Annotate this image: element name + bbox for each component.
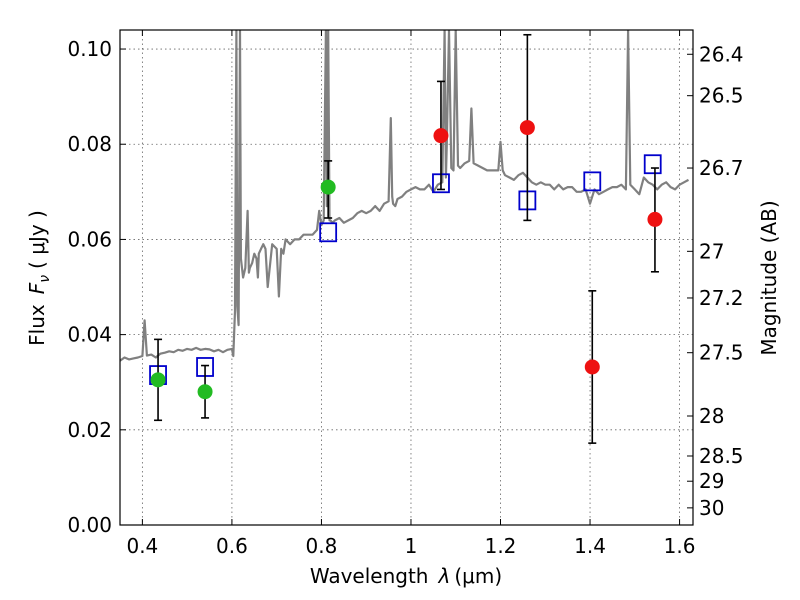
y2-axis-ticks: 26.4 26.5 26.7 27 27.2 27.5 28 28.529 30	[687, 42, 744, 520]
y-axis-label: FluxFν( μJy )	[25, 210, 53, 346]
x-tick-label: 1	[405, 534, 418, 558]
x-tick-label: 0.8	[306, 534, 338, 558]
y-tick-label: 0.00	[67, 513, 112, 537]
square-marker	[583, 171, 602, 192]
y2-tick-label: 29	[699, 469, 724, 493]
x-tick-label: 1.4	[574, 534, 606, 558]
y2-tick-label: 26.5	[699, 84, 744, 108]
x-axis-label: Wavelength λ (μm)	[310, 564, 502, 588]
grid	[120, 30, 693, 526]
y2-tick-label: 26.7	[699, 156, 744, 180]
x-tick-label: 0.6	[216, 534, 248, 558]
y-tick-label: 0.08	[67, 132, 112, 156]
plot-frame	[119, 29, 694, 526]
y2-tick-label: 28.5	[699, 444, 744, 468]
y-axis-ticks: 0.00 0.02 0.04 0.06 0.08 0.10	[67, 37, 126, 537]
y2-tick-label: 27	[699, 239, 724, 263]
points-layer	[149, 33, 663, 444]
y2-tick-label: 28	[699, 404, 724, 428]
y2-tick-label: 27.5	[699, 341, 744, 365]
y2-tick-label: 26.4	[699, 42, 744, 66]
y-tick-label: 0.04	[67, 323, 112, 347]
circle-marker	[320, 179, 336, 195]
circle-marker	[584, 359, 600, 375]
circle-marker	[197, 384, 213, 400]
y2-tick-label: 27.2	[699, 286, 744, 310]
model-spectrum-line	[120, 30, 690, 362]
x-tick-label: 0.4	[126, 534, 158, 558]
y2-tick-label: 30	[699, 496, 724, 520]
y-tick-label: 0.10	[67, 37, 112, 61]
x-tick-label: 1.2	[485, 534, 517, 558]
x-tick-label: 1.6	[664, 534, 696, 558]
detections-green-series	[150, 160, 336, 422]
detections-red-series	[433, 33, 663, 444]
circle-marker	[150, 372, 166, 388]
square-marker	[319, 222, 338, 243]
circle-marker	[519, 120, 535, 136]
y-tick-label: 0.02	[67, 418, 112, 442]
x-axis-ticks: 0.4 0.6 0.8 1 1.2 1.4 1.6	[126, 30, 695, 558]
square-marker	[643, 154, 662, 175]
y2-axis-label: Magnitude (AB)	[757, 200, 781, 355]
spectrum-layer	[120, 30, 690, 362]
circle-marker	[433, 128, 449, 144]
circle-marker	[647, 211, 663, 227]
y-tick-label: 0.06	[67, 227, 112, 251]
